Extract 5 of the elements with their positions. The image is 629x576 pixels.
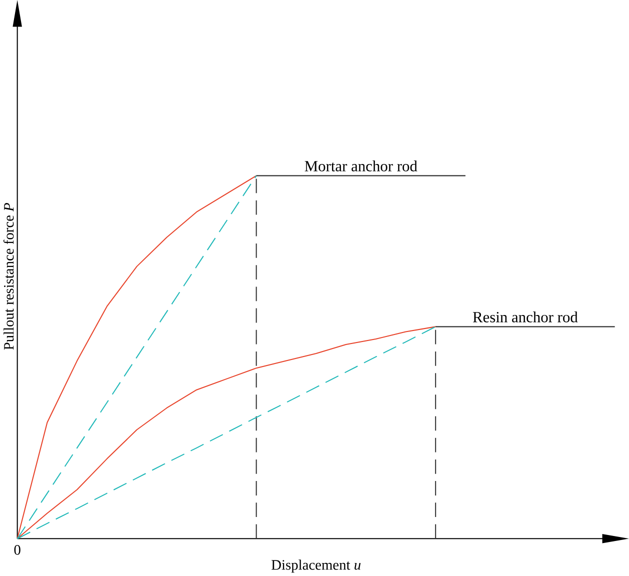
text: 0: [14, 544, 20, 555]
series-label: Resin anchor rod: [472, 311, 578, 322]
series-label: Mortar anchor rod: [304, 160, 418, 172]
x-axis-title: Displacement u: [272, 560, 361, 573]
y-axis-title: Pullout resistance force P: [3, 202, 14, 350]
